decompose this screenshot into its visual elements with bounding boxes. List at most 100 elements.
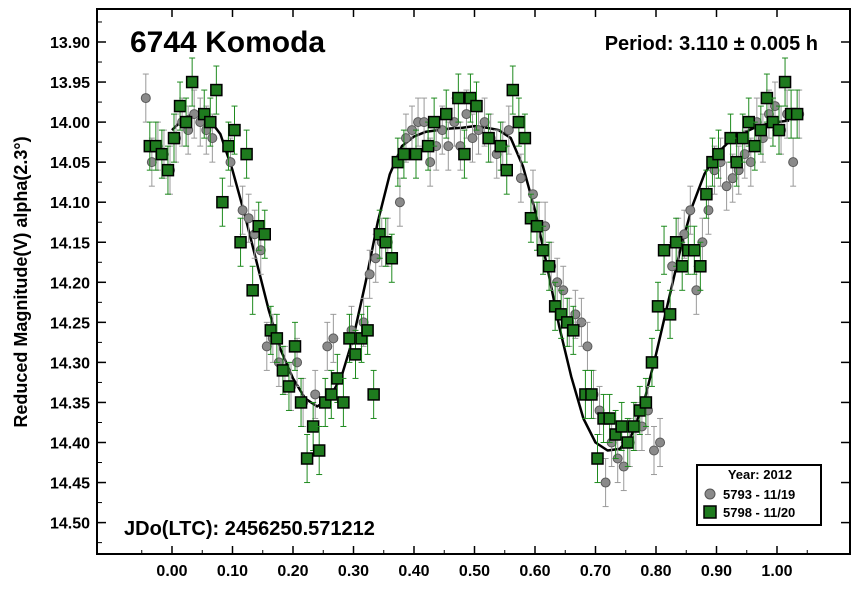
data-point-circle xyxy=(515,173,526,184)
data-point-square xyxy=(452,91,465,105)
data-point-square xyxy=(349,348,362,361)
series-5798 xyxy=(143,57,804,484)
data-point-circle xyxy=(364,269,375,280)
data-point-square xyxy=(675,260,689,273)
data-point-square xyxy=(772,123,786,137)
data-point-square xyxy=(294,396,308,409)
data-point-square xyxy=(155,147,169,161)
data-point-square xyxy=(700,187,713,201)
plot-frame xyxy=(96,8,851,555)
y-tick-label: 14.00 xyxy=(50,115,90,132)
data-point-square xyxy=(312,444,326,457)
data-point-circle xyxy=(745,157,756,168)
data-point-square xyxy=(240,147,253,161)
data-point-square xyxy=(615,420,628,433)
data-point-square xyxy=(651,300,665,313)
data-point-circle xyxy=(727,173,738,184)
data-point-square xyxy=(500,163,513,177)
data-point-circle xyxy=(721,181,732,192)
data-point-square xyxy=(258,227,271,241)
data-point-square xyxy=(748,139,762,153)
x-tick-label: 0.40 xyxy=(398,563,429,580)
data-point-square xyxy=(440,107,453,121)
data-point-square xyxy=(397,147,411,161)
data-point-circle xyxy=(328,333,339,344)
legend: Year: 2012 5793 - 11/19 5798 - 11/20 xyxy=(696,464,822,526)
data-point-circle xyxy=(140,93,151,104)
y-tick-label: 14.50 xyxy=(50,516,90,533)
data-point-circle xyxy=(582,341,593,352)
x-tick-label: 0.00 xyxy=(156,563,187,580)
y-tick-label: 13.90 xyxy=(50,35,90,52)
data-point-square xyxy=(325,388,338,401)
data-point-square xyxy=(379,236,392,249)
data-point-square xyxy=(204,115,217,129)
data-point-circle xyxy=(400,133,411,144)
x-tick-label: 0.10 xyxy=(217,563,248,580)
data-point-square xyxy=(482,131,495,145)
data-point-square xyxy=(337,396,350,409)
data-point-square xyxy=(216,195,229,209)
data-point-square xyxy=(694,260,707,273)
y-tick-label: 13.95 xyxy=(50,75,90,92)
jd-annotation: JDo(LTC): 2456250.571212 xyxy=(124,518,375,540)
data-point-square xyxy=(712,147,725,161)
data-point-circle xyxy=(261,341,272,352)
data-point-square xyxy=(367,388,380,401)
data-point-square xyxy=(657,244,671,257)
y-tick-label: 14.45 xyxy=(50,476,90,493)
x-tick-label: 0.60 xyxy=(519,563,550,580)
legend-marker-square xyxy=(703,505,717,519)
series-5793 xyxy=(140,73,805,508)
y-tick-label: 14.25 xyxy=(50,315,90,332)
y-axis-label: Reduced Magnitude(V) alpha(2.3°) xyxy=(11,136,31,427)
data-point-square xyxy=(778,75,792,89)
data-point-square xyxy=(234,236,247,249)
data-point-circle xyxy=(703,205,714,216)
data-point-circle xyxy=(649,445,659,456)
data-point-circle xyxy=(243,213,254,224)
legend-entry-5793: 5793 - 11/19 xyxy=(723,487,795,502)
data-point-circle xyxy=(600,477,611,488)
chart-title: 6744 Komoda xyxy=(130,26,325,59)
data-point-square xyxy=(167,131,181,145)
data-point-square xyxy=(458,147,471,161)
data-point-circle xyxy=(479,117,490,128)
data-point-square xyxy=(470,99,483,113)
data-point-circle xyxy=(655,437,666,448)
data-point-circle xyxy=(146,157,157,168)
data-point-square xyxy=(276,364,290,377)
data-point-square xyxy=(591,452,604,465)
data-point-square xyxy=(385,252,399,265)
data-point-square xyxy=(161,163,175,177)
data-point-square xyxy=(228,123,241,137)
data-point-square xyxy=(512,115,526,129)
data-point-circle xyxy=(425,157,436,168)
data-point-circle xyxy=(503,125,514,136)
y-tick-label: 14.05 xyxy=(50,155,90,172)
data-point-square xyxy=(639,396,653,409)
data-point-square xyxy=(754,123,768,137)
data-point-square xyxy=(300,452,314,465)
y-tick-label: 14.10 xyxy=(50,195,90,212)
data-point-square xyxy=(567,324,580,337)
data-point-square xyxy=(427,115,441,129)
legend-box xyxy=(696,464,822,526)
data-point-square xyxy=(246,284,259,297)
legend-title: Year: 2012 xyxy=(728,467,792,482)
x-tick-label: 0.30 xyxy=(338,563,369,580)
data-point-square xyxy=(409,147,423,161)
data-point-circle xyxy=(394,197,405,208)
data-point-square xyxy=(179,115,193,129)
data-point-circle xyxy=(310,389,321,400)
data-point-square xyxy=(343,332,356,345)
data-point-square xyxy=(270,332,284,345)
x-tick-label: 0.70 xyxy=(580,563,611,580)
y-tick-label: 14.20 xyxy=(50,275,90,292)
data-point-square xyxy=(222,139,235,153)
data-point-square xyxy=(173,99,187,113)
data-point-square xyxy=(282,380,296,393)
y-tick-label: 14.40 xyxy=(50,436,90,453)
axes-layer: 0.00 0.10 0.20 0.30 0.40 0.50 0.60 0.70 0.80 0.90… xyxy=(50,9,850,580)
data-point-square xyxy=(518,131,532,145)
